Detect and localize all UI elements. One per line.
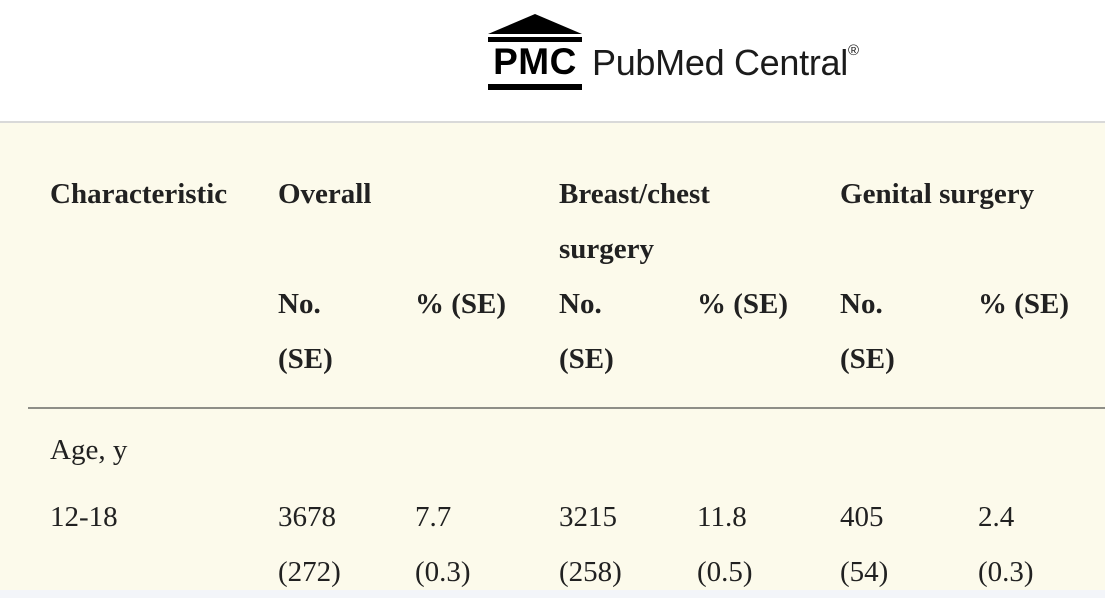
cell-se: (0.3) bbox=[415, 556, 471, 588]
cell-genital-pct: 2.4 (0.3) bbox=[956, 478, 1105, 590]
pmc-roof-shape bbox=[488, 14, 582, 34]
pmc-top-bar bbox=[488, 37, 582, 42]
registered-trademark-symbol: ® bbox=[847, 42, 859, 59]
cell-value: 2.4 bbox=[978, 501, 1015, 533]
cell-se: (54) bbox=[840, 556, 889, 588]
cell-breast-no: 3215 (258) bbox=[537, 478, 675, 590]
col-header-overall: Overall bbox=[278, 178, 372, 210]
subheader-line: No. bbox=[278, 288, 321, 320]
table-header: Characteristic Overall Breast/chest surg… bbox=[28, 123, 1105, 408]
table-row-12-18: 12-18 3678 (272) 7.7 (0.3) 3215 (258) 11… bbox=[28, 478, 1105, 590]
subheader-line: No. bbox=[559, 288, 602, 320]
subheader-genital-no-se: No. (SE) bbox=[818, 277, 956, 408]
pmc-acronym: PMC bbox=[493, 41, 577, 82]
cell-value: 3215 bbox=[559, 501, 618, 533]
pmc-logo-link[interactable]: PMC PubMed Central® bbox=[488, 14, 859, 90]
cell-se: (0.3) bbox=[978, 556, 1034, 588]
pmc-wordmark: PubMed Central® bbox=[592, 42, 859, 90]
cell-value: 11.8 bbox=[697, 501, 747, 533]
cell-value: 405 bbox=[840, 501, 884, 533]
pmc-header: PMC PubMed Central® bbox=[0, 0, 1105, 123]
pmc-building-icon: PMC bbox=[488, 14, 582, 90]
subheader-overall-pct-se: % (SE) bbox=[415, 288, 507, 320]
characteristics-table: Characteristic Overall Breast/chest surg… bbox=[28, 123, 1105, 590]
cell-overall-pct: 7.7 (0.3) bbox=[393, 478, 537, 590]
subheader-overall-no-se: No. (SE) bbox=[256, 277, 393, 408]
cell-se: (0.5) bbox=[697, 556, 753, 588]
table-view: Characteristic Overall Breast/chest surg… bbox=[0, 123, 1105, 590]
subheader-breast-no-se: No. (SE) bbox=[537, 277, 675, 408]
sub-header-row: No. (SE) % (SE) No. (SE) % (SE) No. (SE)… bbox=[28, 277, 1105, 408]
subheader-line: (SE) bbox=[559, 343, 614, 375]
cell-se: (272) bbox=[278, 556, 341, 588]
cell-genital-no: 405 (54) bbox=[818, 478, 956, 590]
cell-value: 7.7 bbox=[415, 501, 452, 533]
section-label: Age, y bbox=[50, 434, 128, 466]
cell-overall-no: 3678 (272) bbox=[256, 478, 393, 590]
subheader-genital-pct-se: % (SE) bbox=[978, 288, 1070, 320]
cell-se: (258) bbox=[559, 556, 622, 588]
subheader-breast-pct-se: % (SE) bbox=[697, 288, 789, 320]
group-header-row: Characteristic Overall Breast/chest surg… bbox=[28, 123, 1105, 277]
col-header-characteristic: Characteristic bbox=[50, 178, 228, 210]
pmc-wordmark-text: PubMed Central bbox=[592, 42, 848, 83]
col-header-breast-chest-surgery: Breast/chest surgery bbox=[559, 178, 710, 265]
bottom-strip bbox=[0, 590, 1105, 598]
col-header-genital-surgery: Genital surgery bbox=[840, 178, 1035, 210]
cell-breast-pct: 11.8 (0.5) bbox=[675, 478, 818, 590]
subheader-line: No. bbox=[840, 288, 883, 320]
table-body: Age, y 12-18 3678 (272) 7.7 (0.3) 3215 (… bbox=[28, 408, 1105, 590]
section-row-age: Age, y bbox=[28, 408, 1105, 478]
pmc-bottom-bar bbox=[488, 84, 582, 90]
row-label: 12-18 bbox=[50, 501, 118, 533]
subheader-line: (SE) bbox=[840, 343, 895, 375]
subheader-line: (SE) bbox=[278, 343, 333, 375]
cell-value: 3678 bbox=[278, 501, 336, 533]
